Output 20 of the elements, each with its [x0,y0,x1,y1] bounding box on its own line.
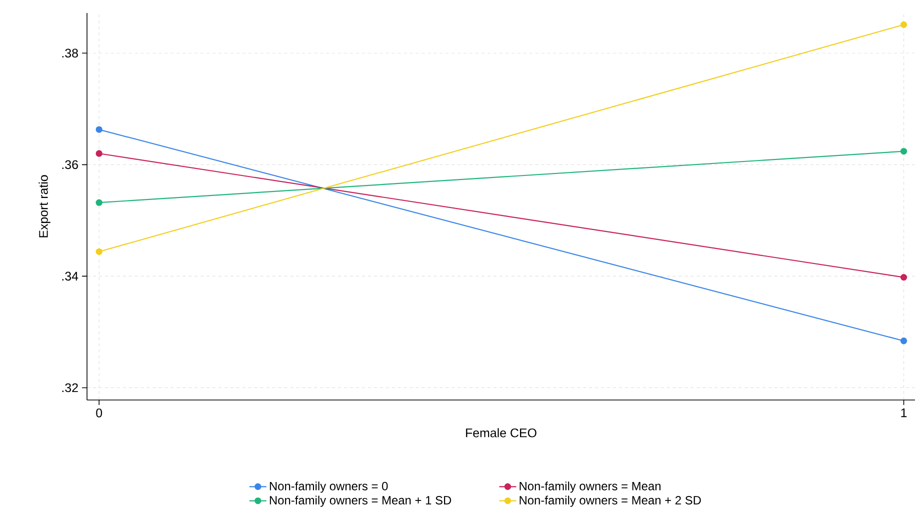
y-tick-label: .36 [62,160,78,170]
y-tick-label: .38 [62,48,78,58]
y-tick-label: .34 [62,272,78,281]
point [96,248,102,255]
legend-label: Non-family owners = Mean + 2 SD [520,496,701,507]
point [96,126,102,133]
point [900,148,908,155]
point [96,150,102,157]
point [96,199,102,206]
x-tick-label: 1 [901,408,907,418]
point [900,21,908,28]
x-axis-title: Female CEO [466,428,536,438]
x-tick-label: 0 [96,408,102,418]
legend-label: Non-family owners = Mean + 1 SD [270,496,452,507]
legend-label: Non-family owners = Mean [520,482,660,493]
y-axis-title: Export ratio [38,175,50,238]
point [900,274,908,281]
point [900,338,908,344]
legend-label: Non-family owners = 0 [270,482,388,493]
y-tick-label: .32 [62,383,78,392]
